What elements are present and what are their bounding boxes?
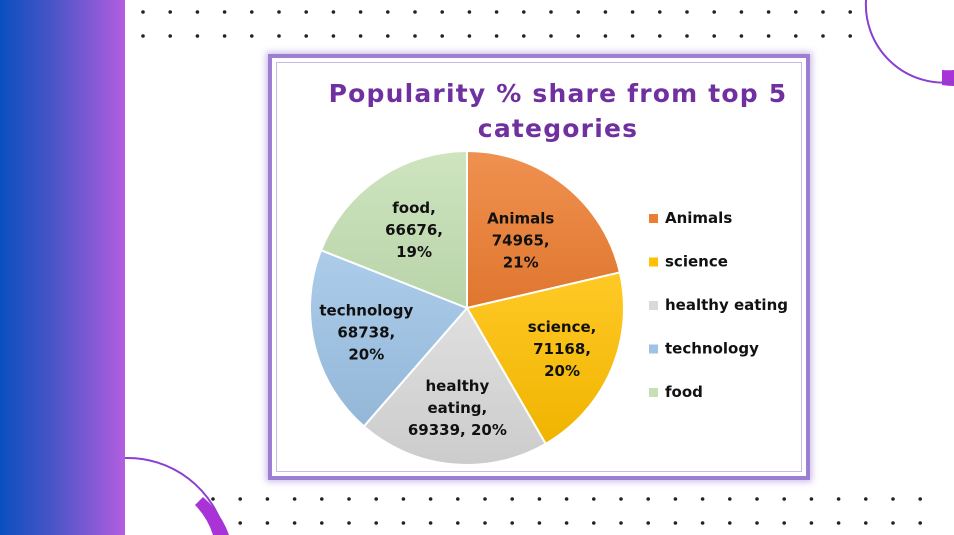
legend-label-Animals: Animals	[665, 209, 732, 227]
chart-title-line-2: categories	[478, 114, 638, 143]
dot-pattern-top	[141, 10, 852, 38]
data-label-technology-1: 68738,	[337, 323, 395, 341]
dot-pattern-bottom	[211, 497, 922, 525]
chart-title-line-1: Popularity % share from top 5	[329, 79, 788, 108]
legend-swatch-science	[649, 257, 658, 267]
legend-label-science: science	[665, 253, 728, 271]
pie-slice-healthy-eating	[362, 306, 548, 466]
pie-slice-technology	[309, 248, 469, 428]
pie-slice-labels: Animals 74965, 21% science, 71168, 20% healthy…	[319, 199, 596, 439]
data-label-food-1: 66676,	[385, 221, 443, 239]
data-label-Animals-2: 21%	[503, 253, 539, 271]
decorative-arc-top	[864, 0, 954, 86]
data-label-technology-0: technology	[319, 301, 413, 319]
legend-swatch-healthy-eating	[649, 301, 658, 310]
chart-frame-inner-border	[276, 62, 802, 472]
pie-slice-science	[465, 271, 625, 446]
chart-legend: Animals science healthy eating technology fo…	[649, 209, 788, 401]
data-label-science-1: 71168,	[533, 340, 591, 358]
data-label-technology-2: 20%	[348, 345, 384, 363]
data-label-science-0: science,	[528, 318, 597, 336]
pie-slice-food	[319, 149, 468, 310]
chart-frame: Popularity % share from top 5 categories…	[268, 54, 810, 480]
side-gradient-band	[0, 0, 125, 535]
pie-slices	[309, 149, 625, 466]
data-label-healthy-eating-1: eating,	[428, 399, 488, 417]
pie-chart: Popularity % share from top 5 categories…	[309, 79, 788, 466]
legend-label-healthy-eating: healthy eating	[665, 296, 788, 314]
decorative-arc-bottom	[125, 456, 229, 535]
legend-swatch-food	[649, 388, 658, 397]
data-label-food-2: 19%	[396, 243, 432, 261]
data-label-science-2: 20%	[544, 362, 580, 380]
legend-label-technology: technology	[665, 340, 759, 358]
data-label-healthy-eating-2: 69339, 20%	[408, 421, 507, 439]
data-label-Animals-0: Animals	[487, 209, 554, 227]
legend-swatch-technology	[649, 344, 658, 354]
pie-slice-Animals	[466, 149, 622, 310]
legend-swatch-Animals	[649, 214, 658, 223]
data-label-Animals-1: 74965,	[492, 231, 550, 249]
data-label-food-0: food,	[392, 199, 436, 217]
data-label-healthy-eating-0: healthy	[425, 377, 489, 395]
legend-label-food: food	[665, 383, 703, 401]
